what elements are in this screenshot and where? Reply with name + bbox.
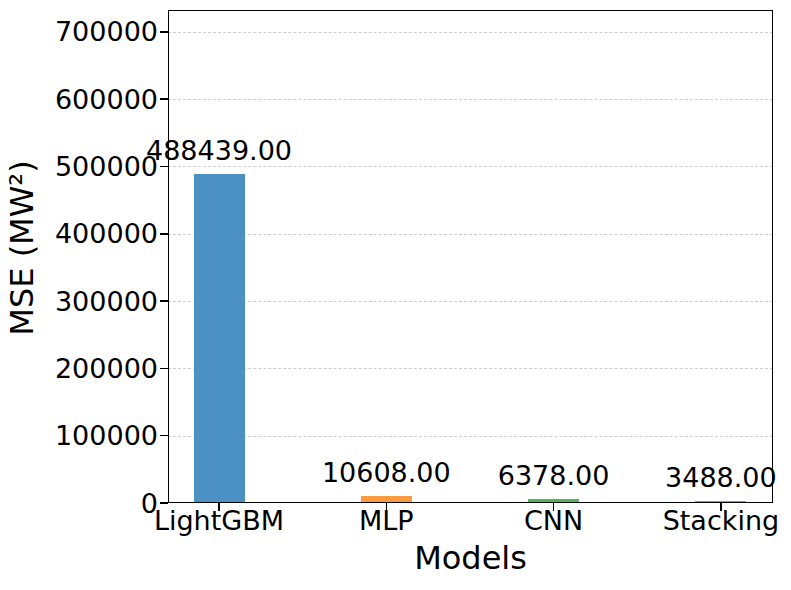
x-tick-label-stacking: Stacking [663,506,780,536]
gridline-y-300000 [168,301,773,302]
bar-mlp [361,496,412,503]
y-tick-label: 700000 [8,18,158,45]
bar-value-label-cnn: 6378.00 [498,462,610,489]
x-tick-label-mlp: MLP [359,506,414,536]
y-axis-label: MSE (MW²) [5,160,39,335]
bar-value-label-mlp: 10608.00 [322,459,451,486]
y-tick-mark [160,233,168,235]
x-tick-label-lightgbm: LightGBM [154,506,284,536]
y-tick-label: 100000 [8,422,158,449]
x-tick-label-cnn: CNN [524,506,583,536]
bar-lightgbm [194,174,245,503]
y-tick-label: 200000 [8,355,158,382]
y-tick-mark [160,98,168,100]
y-tick-mark [160,31,168,33]
bar-chart-figure: 0100000200000300000400000500000600000700… [0,0,791,590]
y-tick-label: 600000 [8,86,158,113]
bar-value-label-stacking: 3488.00 [665,464,777,491]
y-tick-mark [160,502,168,504]
gridline-y-700000 [168,32,773,33]
gridline-y-600000 [168,99,773,100]
y-tick-mark [160,435,168,437]
gridline-y-500000 [168,166,773,167]
gridline-y-200000 [168,368,773,369]
y-tick-mark [160,368,168,370]
bar-value-label-lightgbm: 488439.00 [146,137,292,164]
gridline-y-100000 [168,436,773,437]
x-axis-label: Models [168,541,773,575]
y-tick-label: 0 [8,490,158,517]
y-tick-mark [160,300,168,302]
plot-area [168,10,773,503]
gridline-y-400000 [168,234,773,235]
